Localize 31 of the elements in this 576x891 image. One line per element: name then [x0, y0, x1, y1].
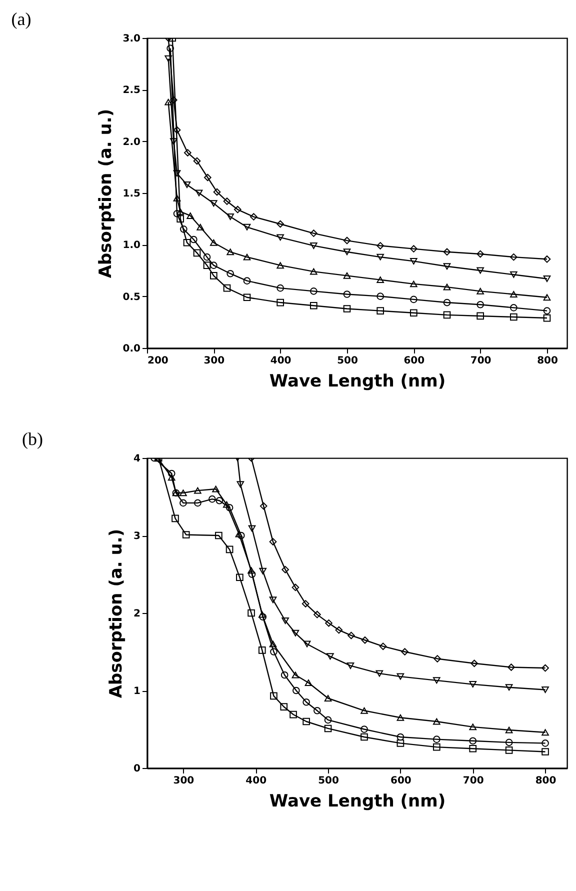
x-axis-title: Wave Length (nm): [269, 372, 446, 392]
x-tick-label: 300: [173, 776, 194, 786]
y-axis-title: Absorption (a. u.): [106, 528, 127, 698]
y-tick-label: 0.5: [122, 292, 141, 303]
x-tick-label: 200: [148, 356, 168, 366]
y-tick-label: 2.0: [122, 136, 141, 148]
x-tick-label: 500: [318, 776, 340, 786]
y-tick-label: 2.5: [122, 85, 141, 96]
x-tick-label: 700: [462, 776, 484, 786]
x-tick-label: 800: [537, 356, 558, 366]
x-tick-label: 500: [337, 356, 358, 366]
y-tick-label: 3.0: [122, 34, 141, 44]
x-tick-label: 400: [270, 356, 292, 366]
y-tick-label: 1.0: [122, 240, 141, 252]
x-tick-label: 700: [470, 356, 492, 366]
y-axis-title: Absorption (a. u.): [96, 108, 116, 278]
y-tick-label: 0: [134, 764, 141, 774]
chart-title: (b): [22, 429, 44, 449]
x-tick-label: 600: [404, 356, 425, 366]
y-tick-label: 2: [134, 608, 141, 620]
y-tick-label: 1.5: [122, 188, 141, 200]
y-tick-label: 3: [134, 531, 141, 542]
x-tick-label: 300: [204, 356, 225, 366]
y-tick-label: 0.0: [122, 344, 141, 354]
y-tick-label: 4: [134, 454, 141, 464]
y-tick-label: 1: [134, 686, 141, 697]
chart-title: (a): [11, 9, 32, 29]
x-axis-title: Wave Length (nm): [269, 792, 446, 812]
x-tick-label: 800: [535, 776, 556, 786]
x-tick-label: 600: [390, 776, 412, 786]
x-tick-label: 400: [246, 776, 267, 786]
